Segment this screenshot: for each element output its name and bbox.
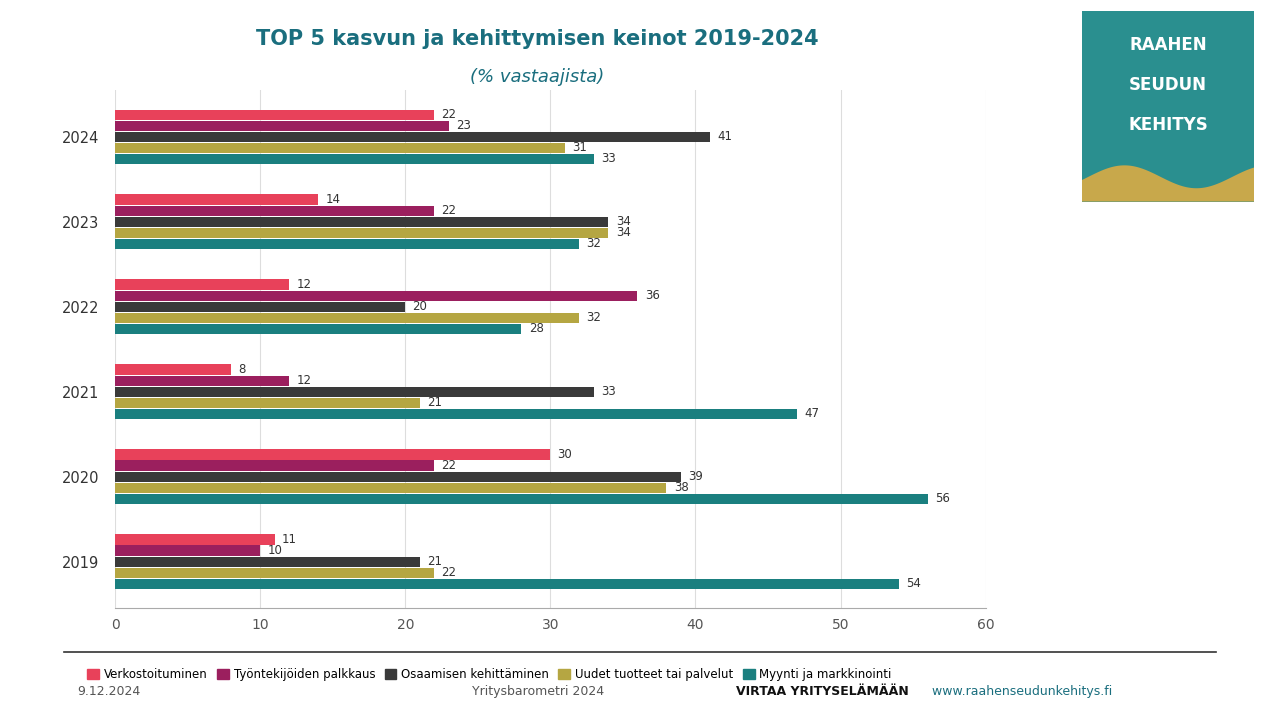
Bar (115, 557, 420, 567)
Text: 34: 34 (616, 226, 631, 239)
Bar (115, 239, 580, 249)
Bar (115, 387, 594, 397)
Text: 22: 22 (442, 459, 457, 472)
Bar (115, 279, 289, 289)
Bar (115, 409, 797, 419)
Bar (115, 376, 289, 386)
Bar (115, 120, 449, 131)
Bar (115, 143, 564, 153)
Text: 20: 20 (412, 300, 428, 313)
Text: 34: 34 (616, 215, 631, 228)
Text: 8: 8 (238, 363, 246, 376)
Text: VIRTAA YRITYSELÄMÄÄN: VIRTAA YRITYSELÄMÄÄN (736, 685, 909, 698)
Text: 12: 12 (297, 374, 311, 387)
Text: 22: 22 (442, 108, 457, 121)
Text: 14: 14 (325, 193, 340, 206)
Text: 33: 33 (602, 385, 616, 398)
Text: 39: 39 (689, 470, 703, 483)
Text: 12: 12 (297, 278, 311, 291)
Bar (115, 449, 550, 459)
Bar (115, 472, 681, 482)
Polygon shape (1082, 166, 1254, 202)
Bar (115, 217, 608, 227)
Text: 9.12.2024: 9.12.2024 (77, 685, 140, 698)
Text: 47: 47 (804, 408, 819, 420)
Text: 21: 21 (428, 555, 442, 568)
Text: 22: 22 (442, 566, 457, 579)
Text: 28: 28 (529, 323, 544, 336)
Text: 32: 32 (586, 311, 602, 324)
Text: 22: 22 (442, 204, 457, 217)
FancyBboxPatch shape (1082, 11, 1254, 202)
Bar (115, 364, 232, 374)
Text: 36: 36 (645, 289, 659, 302)
Text: 56: 56 (934, 492, 950, 505)
Bar (115, 132, 710, 142)
Legend: Verkostoituminen, Työntekijöiden palkkaus, Osaamisen kehittäminen, Uudet tuottee: Verkostoituminen, Työntekijöiden palkkau… (83, 664, 896, 686)
Bar (115, 461, 434, 471)
Bar (115, 153, 594, 164)
Text: TOP 5 kasvun ja kehittymisen keinot 2019-2024: TOP 5 kasvun ja kehittymisen keinot 2019… (256, 29, 819, 49)
Bar (115, 228, 608, 238)
Text: (% vastaajista): (% vastaajista) (471, 68, 604, 86)
Text: RAAHEN: RAAHEN (1129, 36, 1207, 54)
Text: 11: 11 (282, 533, 297, 546)
Text: www.raahenseudunkehitys.fi: www.raahenseudunkehitys.fi (928, 685, 1112, 698)
Text: 30: 30 (558, 448, 572, 461)
Bar (115, 579, 899, 589)
Bar (115, 397, 420, 408)
Bar (115, 205, 434, 216)
Bar (115, 567, 434, 578)
Bar (115, 534, 275, 545)
Text: 54: 54 (906, 577, 920, 590)
Bar (115, 302, 406, 312)
Bar (115, 312, 580, 323)
Bar (115, 109, 434, 120)
Bar (115, 324, 521, 334)
Bar (115, 291, 637, 301)
Text: 10: 10 (268, 544, 283, 557)
Text: KEHITYS: KEHITYS (1128, 116, 1208, 134)
Text: 31: 31 (572, 141, 588, 154)
Bar (115, 482, 667, 493)
Bar (115, 494, 928, 504)
Text: 21: 21 (428, 396, 442, 409)
Text: 41: 41 (717, 130, 732, 143)
Text: SEUDUN: SEUDUN (1129, 76, 1207, 94)
Bar (115, 194, 319, 204)
Bar (115, 546, 260, 556)
Text: 23: 23 (456, 120, 471, 132)
Text: 38: 38 (673, 481, 689, 494)
Text: 33: 33 (602, 153, 616, 166)
Text: Yritysbarometri 2024: Yritysbarometri 2024 (471, 685, 604, 698)
Text: 32: 32 (586, 238, 602, 251)
